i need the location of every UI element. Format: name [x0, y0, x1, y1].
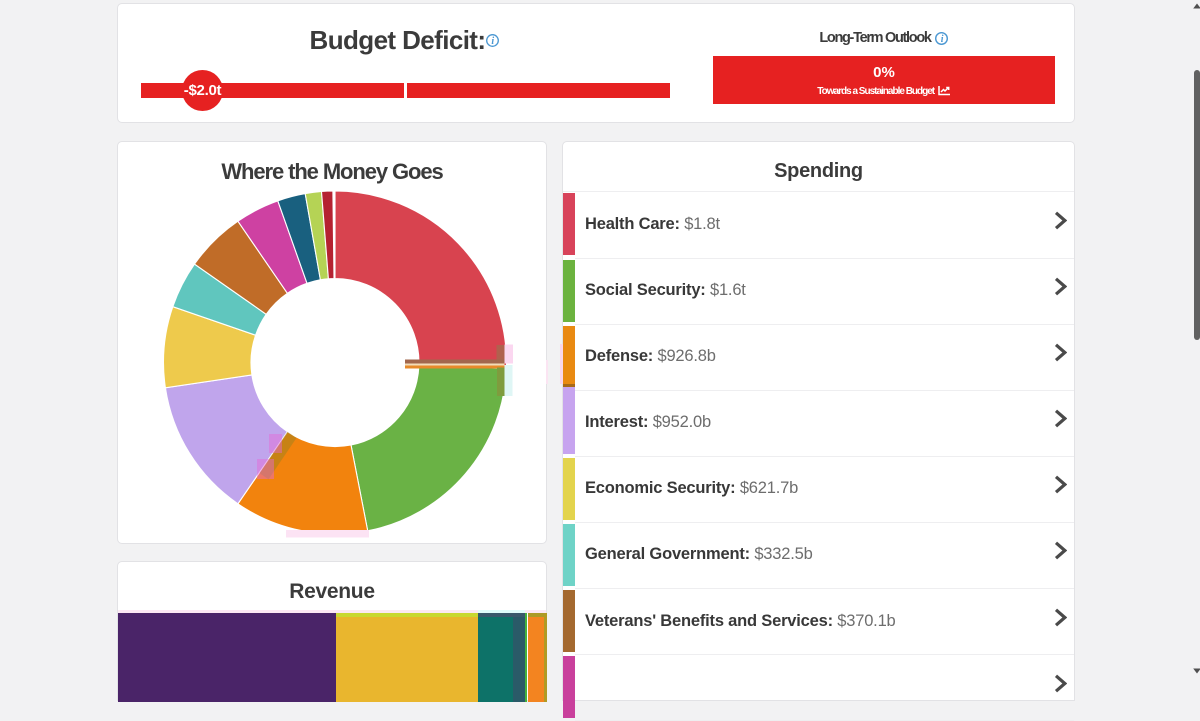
svg-text:i: i	[492, 36, 495, 47]
svg-text:i: i	[940, 34, 943, 45]
